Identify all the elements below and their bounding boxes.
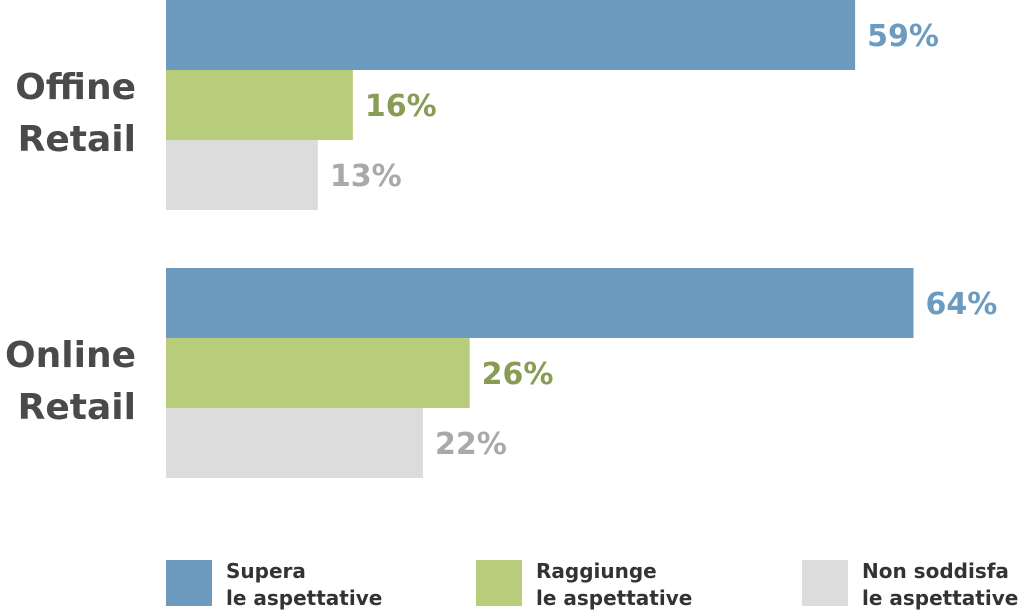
value-label-online-retail-supera: 64% xyxy=(926,287,998,322)
bar-online-retail-supera xyxy=(166,268,914,338)
legend-swatch-non-soddisfa xyxy=(802,560,848,606)
legend-swatch-raggiunge xyxy=(476,560,522,606)
bar-offine-retail-non-soddisfa xyxy=(166,140,318,210)
bar-online-retail-raggiunge xyxy=(166,338,470,408)
category-label-offine-retail: Offine Retail xyxy=(15,67,136,160)
value-label-offine-retail-supera: 59% xyxy=(867,19,939,54)
legend-label-raggiunge: Raggiunge le aspettative xyxy=(536,559,693,610)
legend-swatch-supera xyxy=(166,560,212,606)
grouped-bar-chart: Offine Retail 59% 16% 13% Online Retail 64% 26% 2… xyxy=(5,0,998,478)
category-label-online-retail: Online Retail xyxy=(5,335,136,428)
bar-online-retail-non-soddisfa xyxy=(166,408,423,478)
legend-label-non-soddisfa: Non soddisfa le aspettative xyxy=(862,559,1019,610)
value-label-online-retail-raggiunge: 26% xyxy=(482,357,554,392)
bar-offine-retail-raggiunge xyxy=(166,70,353,140)
legend: Supera le aspettative Raggiunge le aspet… xyxy=(0,556,1024,612)
value-label-online-retail-non-soddisfa: 22% xyxy=(435,427,507,462)
value-label-offine-retail-non-soddisfa: 13% xyxy=(330,159,402,194)
value-label-offine-retail-raggiunge: 16% xyxy=(365,89,437,124)
bar-offine-retail-supera xyxy=(166,0,856,70)
legend-label-supera: Supera le aspettative xyxy=(226,559,383,610)
